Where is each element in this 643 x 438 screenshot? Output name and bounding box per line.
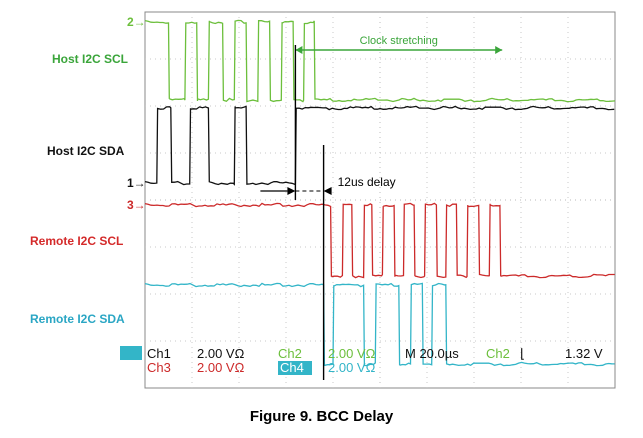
channel-marker: 2→ xyxy=(127,15,146,29)
trace-host-i2c-sda xyxy=(144,105,615,186)
readout-timebase: M 20.0µs xyxy=(405,346,459,361)
grid xyxy=(144,11,616,389)
traces: 2→ 1→ 3→ xyxy=(127,15,616,367)
remote-scl-label: Remote I2C SCL xyxy=(30,234,124,248)
arrowhead-left xyxy=(295,46,303,54)
readout-box xyxy=(278,361,312,375)
host-sda-label: Host I2C SDA xyxy=(47,144,125,158)
readout-trigger-channel: Ch2 xyxy=(486,346,510,361)
channel-marker: 3→ xyxy=(127,198,146,212)
annotations: Clock stretching 12us delay xyxy=(260,35,503,380)
readout-ch2-label: Ch2 xyxy=(278,346,302,361)
clock-stretch-label: Clock stretching xyxy=(360,35,438,47)
trigger-indicator xyxy=(120,346,142,360)
host-scl-label: Host I2C SCL xyxy=(52,52,129,66)
readout-ch4-label: Ch4 xyxy=(280,360,304,375)
readout-ch4-value: 2.00 VΩ xyxy=(328,360,376,375)
readout-trigger-level: 1.32 V xyxy=(565,346,603,361)
trace-remote-i2c-sda xyxy=(144,282,615,367)
readout-ch3-label: Ch3 xyxy=(147,360,171,375)
figure-caption: Figure 9. BCC Delay xyxy=(249,408,394,425)
readout-trigger-slope: ⌊ xyxy=(520,346,525,361)
arrowhead-right xyxy=(495,46,503,54)
trace-host-i2c-scl xyxy=(144,19,616,103)
readout-ch2-value: 2.00 VΩ xyxy=(328,346,376,361)
delay-label: 12us delay xyxy=(338,175,396,189)
channel-marker: 1→ xyxy=(127,176,146,190)
readout-ch1-label: Ch1 xyxy=(147,346,171,361)
delay-arrowhead-right xyxy=(323,187,332,195)
trace-remote-i2c-scl xyxy=(144,202,615,279)
readout-ch3-value: 2.00 VΩ xyxy=(197,360,245,375)
scope-readout: Ch1 2.00 VΩ Ch2 2.00 VΩ M 20.0µs Ch2 ⌊ 1.32 V Ch… xyxy=(120,346,603,375)
remote-sda-label: Remote I2C SDA xyxy=(30,312,125,326)
readout-ch1-value: 2.00 VΩ xyxy=(197,346,245,361)
delay-arrowhead-left xyxy=(287,187,296,195)
